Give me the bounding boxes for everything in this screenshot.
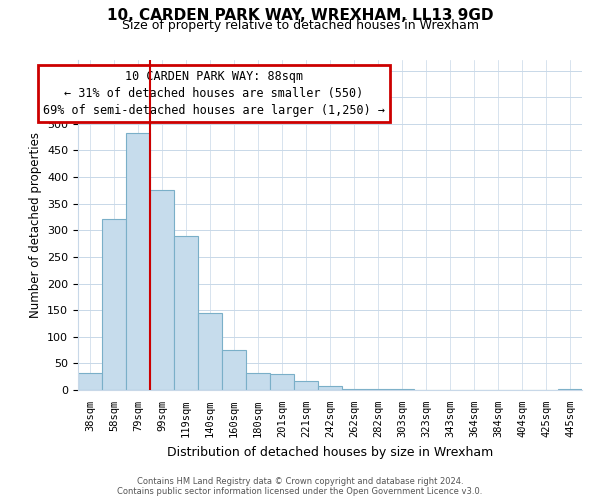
Bar [150,190,174,390]
Text: 10, CARDEN PARK WAY, WREXHAM, LL13 9GD: 10, CARDEN PARK WAY, WREXHAM, LL13 9GD [107,8,493,22]
Bar [198,313,222,390]
Bar [270,374,294,390]
Bar [246,373,270,390]
Bar [294,381,318,390]
Bar [78,373,102,390]
Text: Contains HM Land Registry data © Crown copyright and database right 2024.
Contai: Contains HM Land Registry data © Crown c… [118,476,482,496]
Bar [102,218,126,390]
Bar [174,236,198,390]
Bar [342,389,366,390]
Bar [222,350,246,390]
X-axis label: Distribution of detached houses by size in Wrexham: Distribution of detached houses by size … [167,446,493,458]
Text: 10 CARDEN PARK WAY: 88sqm
← 31% of detached houses are smaller (550)
69% of semi: 10 CARDEN PARK WAY: 88sqm ← 31% of detac… [43,70,385,117]
Y-axis label: Number of detached properties: Number of detached properties [29,132,41,318]
Bar [318,386,342,390]
Bar [126,133,150,390]
Bar [558,389,582,390]
Text: Size of property relative to detached houses in Wrexham: Size of property relative to detached ho… [121,19,479,32]
